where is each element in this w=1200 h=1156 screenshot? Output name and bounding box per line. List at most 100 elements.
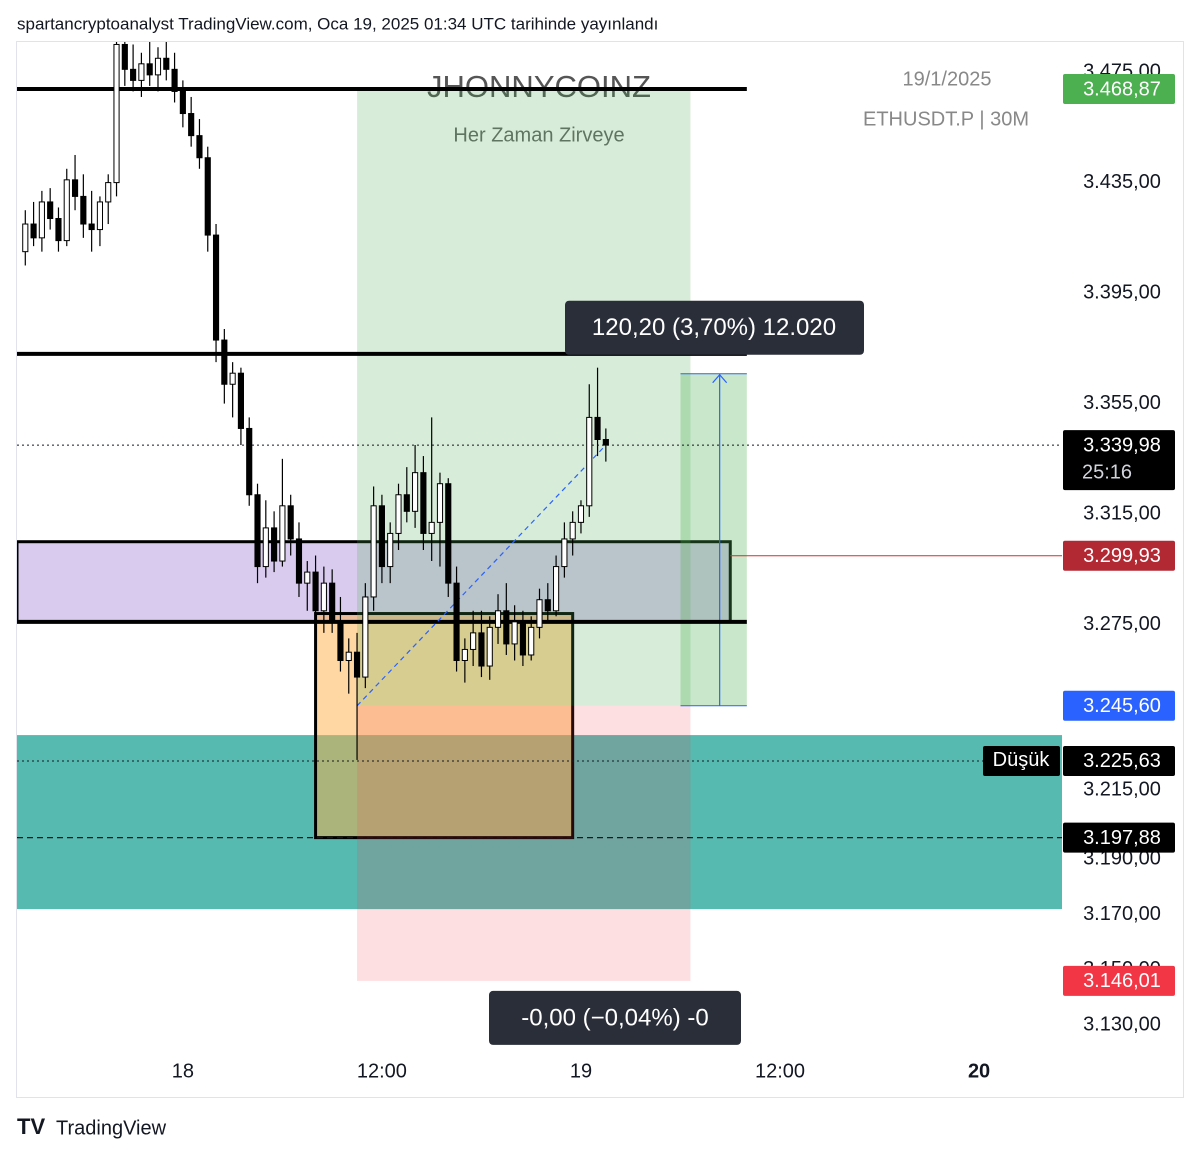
candle-body [561, 538, 568, 568]
candle-body [105, 182, 112, 203]
candle-body [246, 427, 253, 496]
measure-arrowhead [712, 373, 728, 384]
candle-body [470, 632, 477, 650]
candle-body [221, 339, 228, 385]
position-label-box [489, 990, 741, 1045]
candle-body [536, 599, 543, 628]
x-tick-label: 12:00 [357, 1060, 407, 1082]
candle-body [345, 651, 352, 661]
candle-body [387, 532, 394, 568]
candle-body [196, 135, 203, 159]
price-label-box [1063, 540, 1175, 571]
tag-box [983, 745, 1060, 776]
candle-body [362, 596, 369, 678]
measure-box [680, 373, 747, 706]
candle-body [453, 582, 460, 661]
candle-body [88, 223, 95, 231]
footer: TV TradingView [17, 1114, 167, 1139]
candle-body [403, 494, 410, 512]
candle-body [237, 372, 244, 429]
candle-body [594, 416, 601, 441]
price-label: 3.339,98 [1083, 434, 1161, 456]
candle-body [353, 651, 361, 678]
candle-body [47, 201, 54, 220]
candle-body [121, 43, 128, 70]
candle-body [494, 610, 502, 628]
candle-body [337, 621, 344, 661]
candle-body [80, 195, 87, 225]
logo-mark: TV [17, 1114, 45, 1139]
y-tick-label: 3.395,00 [1083, 281, 1161, 303]
x-tick-label: 19 [570, 1060, 592, 1082]
candle-body [138, 63, 145, 81]
y-tick-label: 3.170,00 [1083, 903, 1161, 925]
candle-body [154, 57, 162, 76]
countdown: 25:16 [1082, 461, 1132, 483]
watermark-date: 19/1/2025 [903, 68, 992, 90]
candle-body [412, 472, 419, 512]
price-label-box [1063, 74, 1175, 105]
price-label: 3.468,87 [1083, 78, 1161, 100]
candle-body [312, 571, 319, 612]
candle-body [113, 43, 120, 184]
candle-body [262, 527, 269, 568]
x-tick-label: 18 [172, 1060, 194, 1082]
position-label: -0,00 (−0,04%) -0 [521, 1004, 708, 1031]
candle-body [171, 68, 178, 92]
candle-body [295, 538, 303, 584]
overlay-labels: 3.468,87 3.339,98 25:16 3.299,93 3.245,60 3.2… [489, 74, 1175, 1045]
candle-body [212, 234, 220, 341]
price-label-box [1063, 430, 1175, 491]
price-label-box [1063, 690, 1175, 721]
price-label-box [1063, 745, 1175, 776]
candle-body [287, 505, 294, 540]
candle-body [179, 90, 186, 115]
candle-body [519, 621, 526, 656]
y-tick-label: 3.435,00 [1083, 171, 1161, 193]
position-profit [357, 89, 691, 706]
measure-label-box [565, 300, 864, 355]
candle-body [445, 483, 452, 584]
candle-body [63, 179, 70, 242]
candle-body [320, 582, 327, 612]
candle-body [569, 521, 576, 540]
candle-body [71, 179, 79, 197]
candle-body [38, 201, 45, 239]
y-tick-label: 3.355,00 [1083, 392, 1161, 414]
candle-body [602, 439, 609, 446]
y-tick-label: 3.215,00 [1083, 779, 1161, 801]
header-source: spartancryptoanalyst TradingView.com, Oc… [17, 14, 658, 33]
candle-body [395, 494, 402, 534]
price-label: 3.245,60 [1083, 695, 1161, 717]
candle-body [271, 527, 278, 562]
candle-body [163, 57, 170, 70]
candle-body [55, 218, 62, 242]
x-tick-label: 12:00 [755, 1060, 805, 1082]
y-tick-label: 3.275,00 [1083, 613, 1161, 635]
candle-body [30, 223, 37, 239]
candle-body [486, 626, 493, 667]
x-tick-label: 20 [968, 1060, 990, 1082]
candle-body [188, 113, 195, 137]
candle-body [420, 472, 427, 534]
candle-body [378, 505, 385, 568]
y-tick-label: 3.130,00 [1083, 1013, 1161, 1035]
candle-body [96, 201, 104, 231]
price-label: 3.299,93 [1083, 545, 1161, 567]
candle-body [461, 648, 468, 661]
candle-body [586, 416, 593, 507]
price-label: 3.146,01 [1083, 970, 1161, 992]
candle-body [436, 483, 444, 523]
watermark-title: JHONNYCOINZ [427, 69, 651, 104]
candle-body [204, 157, 211, 236]
price-label-box [1063, 822, 1175, 853]
candle-body [478, 632, 485, 667]
measure-label: 120,20 (3,70%) 12.020 [592, 314, 836, 341]
watermark-subtitle: Her Zaman Zirveye [453, 124, 624, 146]
plot-area: JHONNYCOINZ Her Zaman Zirveye 19/1/2025 … [17, 42, 1062, 981]
position-loss [357, 705, 691, 981]
candle-body [511, 621, 518, 645]
y-tick-label: 3.315,00 [1083, 502, 1161, 524]
candle-body [254, 494, 261, 568]
